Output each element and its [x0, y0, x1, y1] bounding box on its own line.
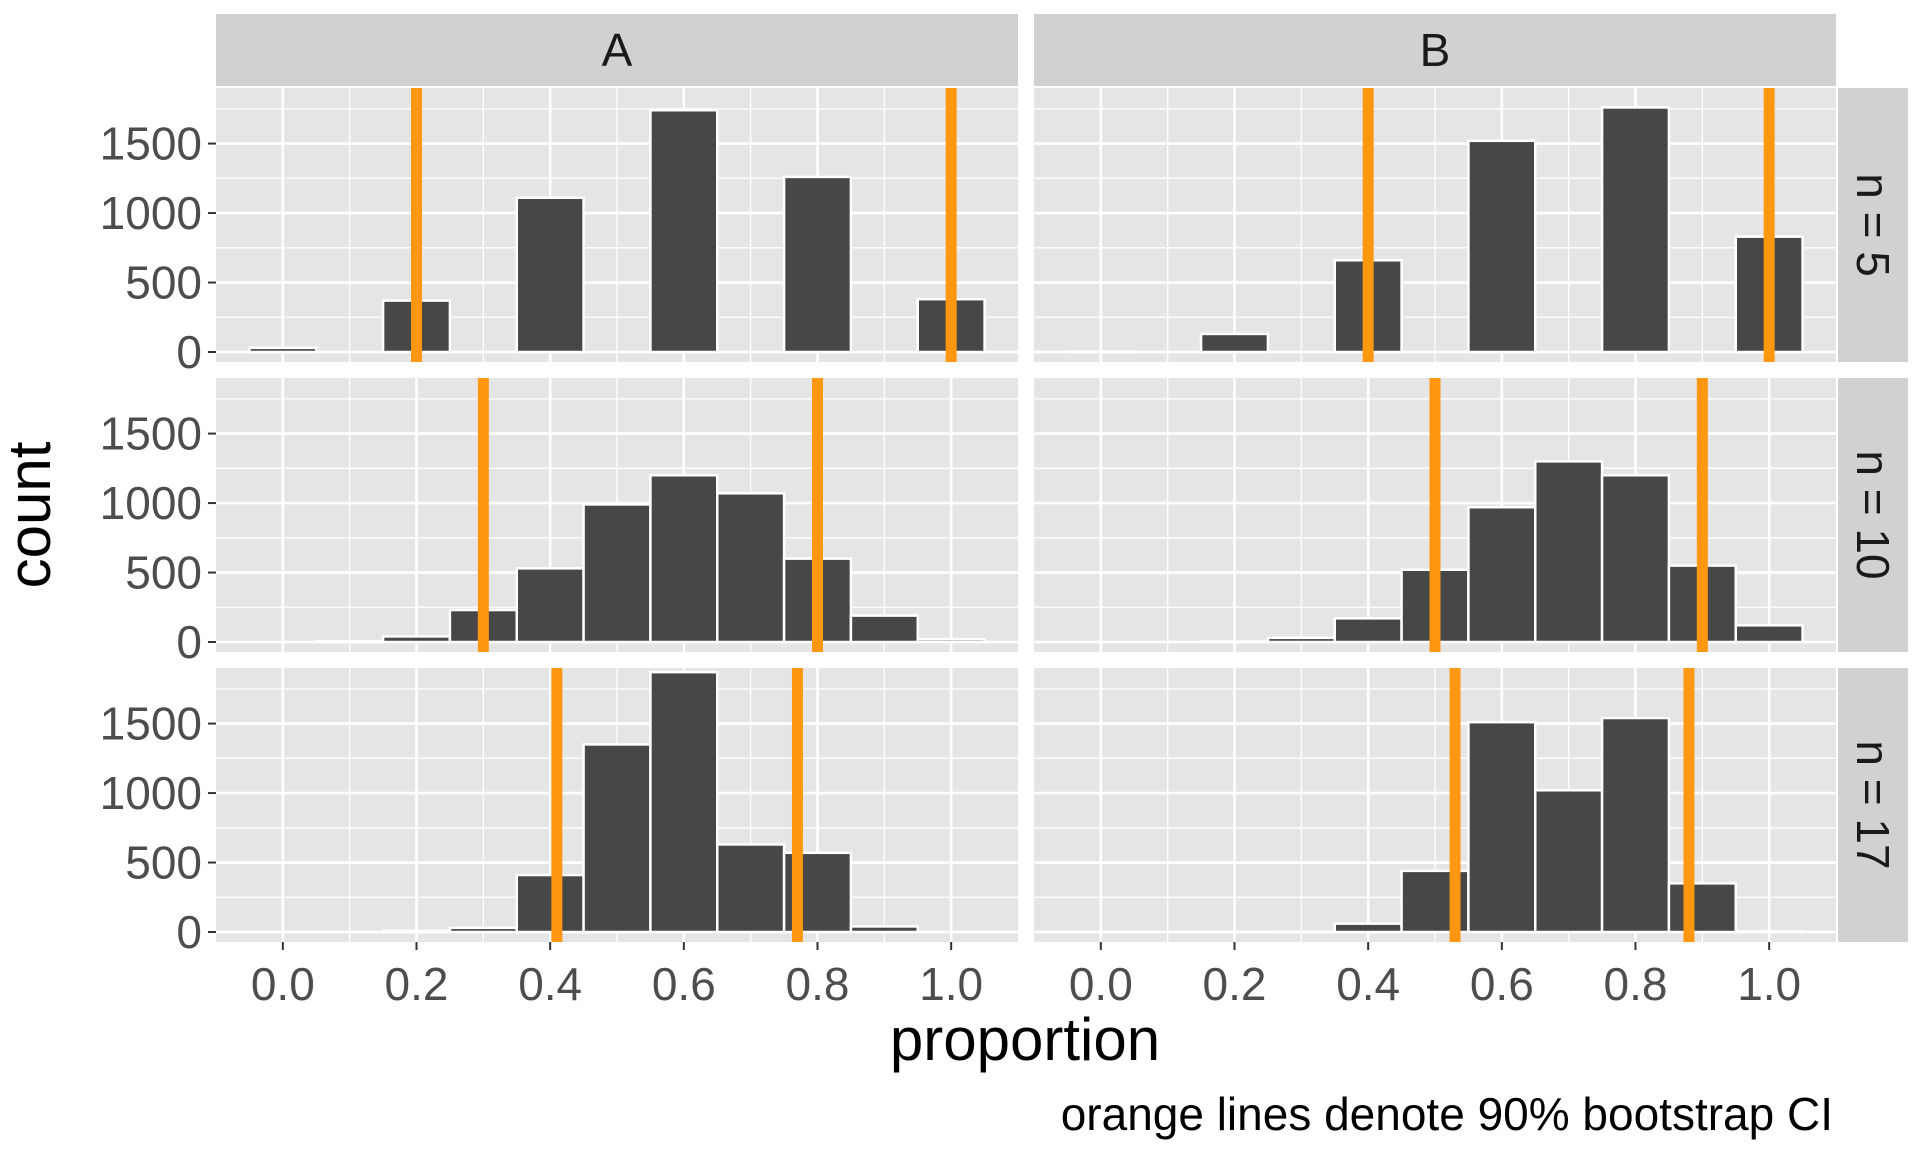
panel-A-n10 [216, 378, 1018, 652]
x-tick-label: 0.0 [251, 958, 315, 1010]
row-strip-label: n = 10 [1847, 450, 1899, 579]
histogram-bar [916, 637, 986, 644]
y-axis-n10: 0 500 1000 1500 [100, 408, 216, 668]
x-tick-label: 1.0 [919, 958, 983, 1010]
histogram-bar [716, 843, 786, 934]
panel-B-n5 [1034, 88, 1836, 362]
x-tick-label: 0.2 [1203, 958, 1267, 1010]
panels-layer [216, 88, 1836, 942]
histogram-bar [515, 567, 585, 644]
x-tick-label: 0.6 [652, 958, 716, 1010]
row-strip-n5: n = 5 [1838, 88, 1908, 362]
strip-background [1838, 378, 1908, 652]
histogram-bar [849, 614, 920, 644]
y-axis-n17: 0 500 1000 1500 [100, 698, 216, 958]
histogram-bar [248, 346, 318, 354]
histogram-bar [1600, 106, 1671, 354]
x-tick-label: 0.4 [1336, 958, 1400, 1010]
x-axis-title: proportion [890, 1006, 1160, 1073]
histogram-bar [381, 635, 452, 644]
histogram-bar [515, 873, 585, 934]
x-tick-label: 0.6 [1470, 958, 1534, 1010]
histogram-bar [1534, 789, 1604, 934]
panel-B-n17 [1034, 668, 1836, 942]
y-tick-label: 0 [176, 326, 202, 378]
histogram-bar [782, 175, 853, 354]
column-strip-A: A [216, 14, 1018, 86]
histogram-bar [448, 926, 518, 934]
histogram-bar [649, 474, 719, 644]
x-axis-A: 0.0 0.2 0.4 0.6 0.8 1.0 [251, 942, 983, 1010]
strips-layer: A Bn = 5 n = 10 n = 17 [216, 14, 1908, 942]
y-tick-label: 1500 [100, 408, 202, 460]
histogram-bar [1600, 716, 1671, 934]
y-tick-label: 0 [176, 906, 202, 958]
panel-A-n5 [216, 88, 1018, 362]
histogram-bar [1266, 636, 1336, 644]
strip-background [1838, 88, 1908, 362]
y-axes-layer: 0 500 1000 1500 0 500 1000 1500 0 500 1000 1500 [100, 118, 216, 958]
x-axis-B: 0.0 0.2 0.4 0.6 0.8 1.0 [1069, 942, 1801, 1010]
x-tick-label: 0.8 [786, 958, 850, 1010]
histogram-bar [515, 196, 585, 354]
histogram-bar [315, 640, 385, 644]
x-tick-label: 0.4 [518, 958, 582, 1010]
histogram-bar [1467, 505, 1537, 644]
histogram-bar [1534, 460, 1604, 644]
y-tick-label: 500 [125, 547, 202, 599]
column-strip-label: B [1420, 24, 1451, 76]
y-tick-label: 0 [176, 616, 202, 668]
row-strip-n10: n = 10 [1838, 378, 1908, 652]
x-tick-label: 0.8 [1604, 958, 1668, 1010]
histogram-bar [1734, 930, 1804, 934]
y-tick-label: 500 [125, 257, 202, 309]
strip-background [216, 14, 1018, 86]
panel-B-n10 [1034, 378, 1836, 652]
row-strip-label: n = 17 [1847, 740, 1899, 869]
histogram-bar [1734, 624, 1804, 644]
x-tick-label: 1.0 [1737, 958, 1801, 1010]
row-strip-n17: n = 17 [1838, 668, 1908, 942]
y-tick-label: 1500 [100, 118, 202, 170]
column-strip-label: A [602, 24, 633, 76]
y-tick-label: 500 [125, 837, 202, 889]
y-tick-label: 1000 [100, 767, 202, 819]
histogram-bar [649, 670, 719, 934]
histogram-bar [1199, 332, 1270, 354]
histogram-bar [1600, 474, 1671, 644]
histogram-bar [716, 492, 786, 644]
x-axes-layer: 0.0 0.2 0.4 0.6 0.8 1.0 0.0 0.2 0.4 0.6 0.8 1.0 [251, 942, 1801, 1010]
histogram-bar [381, 929, 452, 934]
y-tick-label: 1000 [100, 187, 202, 239]
histogram-bar [1467, 139, 1537, 354]
panel-A-n17 [216, 668, 1018, 942]
histogram-bar [582, 503, 652, 644]
x-tick-label: 0.0 [1069, 958, 1133, 1010]
histogram-bar [1333, 617, 1403, 644]
histogram-bar [1333, 922, 1403, 934]
histogram-bar [582, 743, 652, 934]
histogram-bar [849, 925, 920, 934]
histogram-bar [1467, 720, 1537, 934]
row-strip-label: n = 5 [1847, 173, 1899, 277]
strip-background [1838, 668, 1908, 942]
y-tick-label: 1000 [100, 477, 202, 529]
strip-background [1034, 14, 1836, 86]
y-tick-label: 1500 [100, 698, 202, 750]
histogram-bar [649, 108, 719, 354]
chart-caption: orange lines denote 90% bootstrap CI [1061, 1088, 1833, 1140]
x-tick-label: 0.2 [385, 958, 449, 1010]
y-axis-title: count [0, 441, 63, 588]
histogram-bar [1667, 882, 1737, 934]
column-strip-B: B [1034, 14, 1836, 86]
y-axis-n5: 0 500 1000 1500 [100, 118, 216, 378]
